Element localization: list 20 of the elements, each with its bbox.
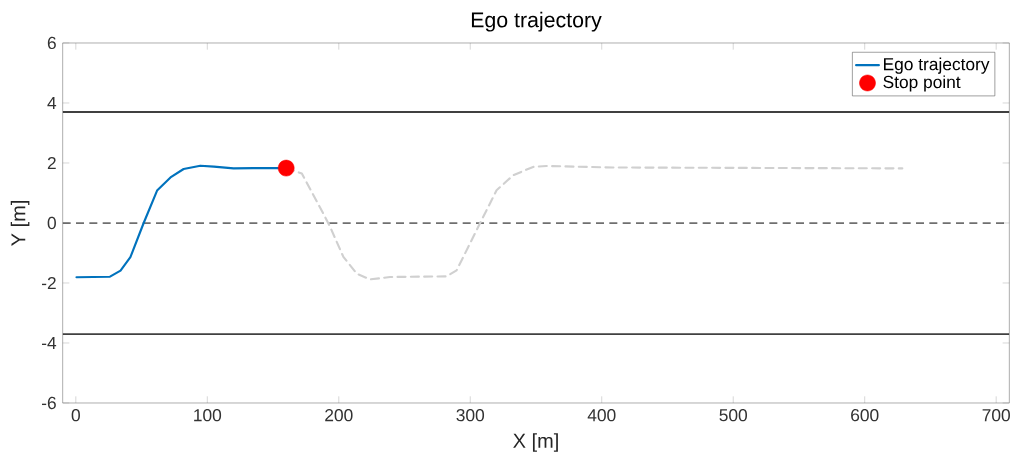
y-tick-label: 6 bbox=[47, 36, 56, 50]
x-tick-label: 500 bbox=[719, 409, 748, 422]
x-axis-title: X [m] bbox=[513, 433, 558, 452]
y-tick-label: 2 bbox=[47, 156, 56, 170]
y-tick-label: 4 bbox=[47, 97, 57, 109]
legend-label: Ego trajectory bbox=[884, 57, 990, 74]
x-tick-label: 300 bbox=[456, 409, 485, 422]
x-tick-label: 200 bbox=[325, 409, 353, 422]
legend-label: Stop point bbox=[883, 75, 961, 92]
chart-title: Ego trajectory bbox=[471, 11, 602, 32]
x-tick-label: 100 bbox=[194, 409, 222, 422]
x-tick-label: 400 bbox=[587, 409, 616, 422]
y-axis-title: Y [m] bbox=[10, 201, 30, 246]
x-tick-label: 700 bbox=[982, 409, 1010, 422]
y-tick-label: 0 bbox=[47, 216, 56, 230]
y-tick-label: -2 bbox=[41, 276, 56, 290]
x-tick-label: 0 bbox=[71, 409, 80, 422]
x-tick-label: 600 bbox=[851, 409, 879, 422]
y-tick-label: -4 bbox=[41, 337, 57, 349]
y-tick-label: -6 bbox=[41, 396, 56, 410]
